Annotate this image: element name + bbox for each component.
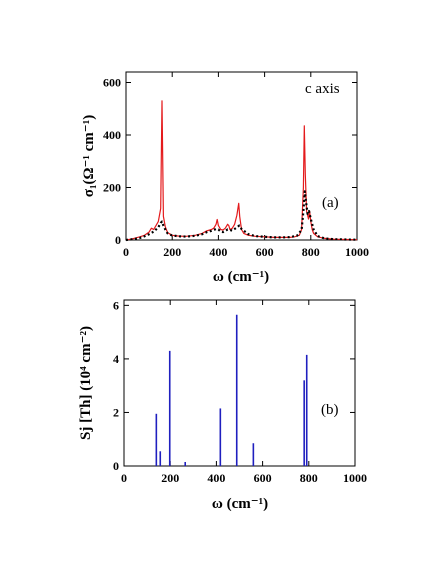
y-tick-label: 6 <box>113 298 119 312</box>
x-tick-label: 200 <box>163 245 181 259</box>
y-tick-label: 0 <box>115 233 121 247</box>
x-tick-label: 0 <box>123 245 129 259</box>
x-tick-label: 1000 <box>345 245 369 259</box>
x-tick-label: 1000 <box>343 471 367 485</box>
axes-b: 0 200 400 600 800 1000 0 2 4 6 <box>113 298 367 485</box>
y-tick-label: 400 <box>103 128 121 142</box>
series-a <box>125 100 358 242</box>
panel-a: 0 200 400 600 800 1000 0 200 400 600 c axis (a) ω… <box>81 71 369 285</box>
axes-a: 0 200 400 600 800 1000 0 200 400 600 <box>103 72 369 259</box>
plot-frame-a <box>125 71 358 241</box>
panel-b: 0 200 400 600 800 1000 0 2 4 6 (b) ω (cm⁻¹) Sj [T… <box>78 298 367 512</box>
x-tick-label: 600 <box>254 471 272 485</box>
plot-frame-b <box>123 299 356 467</box>
annotation-text-a: c axis <box>305 81 340 97</box>
x-tick-label: 800 <box>302 245 320 259</box>
x-tick-label: 400 <box>207 471 225 485</box>
y-axis-label-a: σ₁(Ω⁻¹ cm⁻¹) <box>81 115 97 197</box>
x-tick-label: 400 <box>209 245 227 259</box>
x-axis-label-b: ω (cm⁻¹) <box>212 496 268 512</box>
bars-b <box>155 314 308 466</box>
y-tick-label: 0 <box>113 459 119 473</box>
x-tick-label: 0 <box>121 471 127 485</box>
panel-label-a: (a) <box>322 195 339 211</box>
x-axis-label-a: ω (cm⁻¹) <box>213 269 269 285</box>
y-axis-label-b: Sj [Th] (10⁴ cm⁻²) <box>78 326 94 440</box>
x-tick-label: 600 <box>256 245 274 259</box>
series-line-dotted <box>125 190 358 242</box>
y-tick-label: 200 <box>103 181 121 195</box>
x-tick-label: 200 <box>161 471 179 485</box>
y-tick-label: 4 <box>113 352 119 366</box>
series-line-solid <box>125 100 358 241</box>
panel-label-b: (b) <box>321 402 339 418</box>
y-tick-label: 2 <box>113 405 119 419</box>
x-tick-label: 800 <box>300 471 318 485</box>
y-tick-label: 600 <box>103 76 121 90</box>
